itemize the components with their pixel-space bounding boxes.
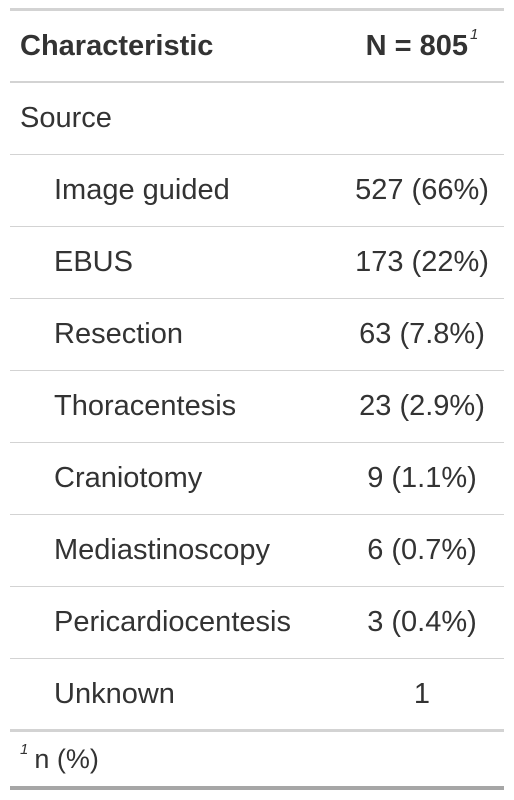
table-row: Image guided 527 (66%): [10, 155, 504, 227]
row-label: Image guided: [54, 174, 230, 206]
row-value: 63 (7.8%): [359, 318, 485, 350]
table-header-row: Characteristic N = 805 1: [10, 11, 504, 83]
row-label: Pericardiocentesis: [54, 606, 291, 638]
footnote-mark: 1: [20, 740, 29, 758]
row-label: Thoracentesis: [54, 390, 237, 422]
table-row: EBUS 173 (22%): [10, 227, 504, 299]
header-characteristic: Characteristic: [20, 29, 214, 62]
header-n: N = 805 1: [365, 25, 479, 62]
group-label: Source: [20, 102, 112, 134]
row-value: 1: [413, 677, 431, 710]
table-row: Unknown 1: [10, 659, 504, 732]
table-footnote: 1 n (%): [10, 732, 504, 790]
footnote-text: n (%): [34, 743, 99, 774]
table-top-rule: [10, 8, 504, 11]
table-row: Craniotomy 9 (1.1%): [10, 443, 504, 515]
row-value: 6 (0.7%): [367, 534, 477, 566]
summary-table: Characteristic N = 805 1 Source Image gui…: [10, 8, 504, 790]
table-row: Mediastinoscopy 6 (0.7%): [10, 515, 504, 587]
row-value: 23 (2.9%): [359, 390, 485, 422]
row-label: Resection: [54, 318, 183, 350]
row-label: EBUS: [54, 246, 133, 278]
header-footnote-mark: 1: [470, 25, 479, 43]
row-value: 3 (0.4%): [367, 606, 477, 638]
group-row-source: Source: [10, 83, 504, 155]
table-row: Pericardiocentesis 3 (0.4%): [10, 587, 504, 659]
row-label: Craniotomy: [54, 462, 203, 494]
row-value: 527 (66%): [355, 174, 489, 206]
row-label: Unknown: [54, 677, 175, 710]
table-row: Thoracentesis 23 (2.9%): [10, 371, 504, 443]
row-value: 9 (1.1%): [367, 462, 477, 494]
row-label: Mediastinoscopy: [54, 534, 270, 566]
table-row: Resection 63 (7.8%): [10, 299, 504, 371]
row-value: 173 (22%): [355, 246, 489, 278]
